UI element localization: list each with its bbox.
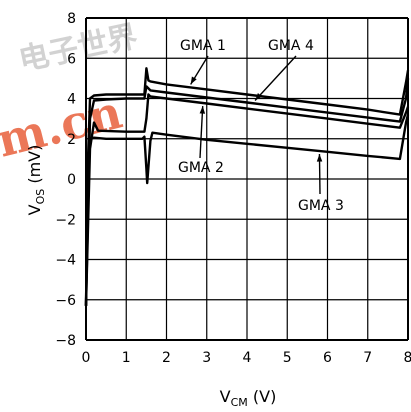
- x-axis-label: VCM (V): [220, 387, 277, 409]
- x-axis-unit: (V): [253, 387, 276, 406]
- x-tick-label: 0: [82, 350, 91, 366]
- y-axis-sub: OS: [34, 189, 47, 205]
- annotation-label: GMA 3: [298, 198, 344, 214]
- x-tick-label: 4: [243, 350, 252, 366]
- y-tick-label: −6: [55, 293, 76, 309]
- x-tick-label: 1: [122, 350, 131, 366]
- series-group: [84, 67, 410, 306]
- x-tick-label: 7: [363, 350, 372, 366]
- y-tick-label: 0: [67, 172, 76, 188]
- series-line-gma-1: [84, 67, 410, 306]
- watermark-bottom-text: m.cn: [0, 85, 127, 168]
- annotation-leader: [199, 105, 204, 159]
- annotations: GMA 1 GMA 4 GMA 2 GMA 3: [178, 38, 344, 214]
- y-tick-label: −8: [55, 333, 76, 349]
- annotation-label: GMA 1: [180, 38, 226, 54]
- series-line-gma-4: [84, 78, 410, 306]
- series-line-gma-3: [84, 114, 410, 306]
- y-tick-label: 6: [67, 51, 76, 67]
- x-tick-label: 5: [283, 350, 292, 366]
- x-tick-label: 6: [323, 350, 332, 366]
- x-axis-sub: CM: [231, 396, 248, 409]
- x-axis-main: V: [220, 387, 231, 406]
- series-line-gma-2: [84, 93, 410, 306]
- grid: [85, 17, 409, 341]
- y-tick-label: 4: [67, 92, 76, 108]
- tick-labels: 0 1 2 3 4 5 6 7 8 8 6 4 2 0 −2 −4 −6 −8: [55, 11, 411, 366]
- y-tick-label: −4: [55, 253, 76, 269]
- annotation-label: GMA 2: [178, 160, 224, 176]
- y-axis-unit: (mV): [25, 145, 44, 184]
- annotation-arrowhead: [316, 154, 323, 162]
- y-tick-label: 8: [67, 11, 76, 27]
- annotation-arrowhead: [190, 76, 197, 85]
- y-tick-label: 2: [67, 132, 76, 148]
- annotation-label: GMA 4: [268, 38, 314, 54]
- annotation-arrowhead: [255, 93, 262, 101]
- x-tick-label: 2: [162, 350, 171, 366]
- y-axis-label: VOS (mV): [25, 145, 47, 216]
- x-tick-label: 8: [404, 350, 411, 366]
- watermark-top-text: 电子世界: [16, 19, 141, 78]
- y-axis-main: V: [25, 204, 44, 215]
- annotation-arrowhead: [199, 106, 206, 114]
- y-tick-label: −2: [55, 212, 76, 228]
- annotation-leader: [254, 55, 297, 102]
- x-tick-label: 3: [202, 350, 211, 366]
